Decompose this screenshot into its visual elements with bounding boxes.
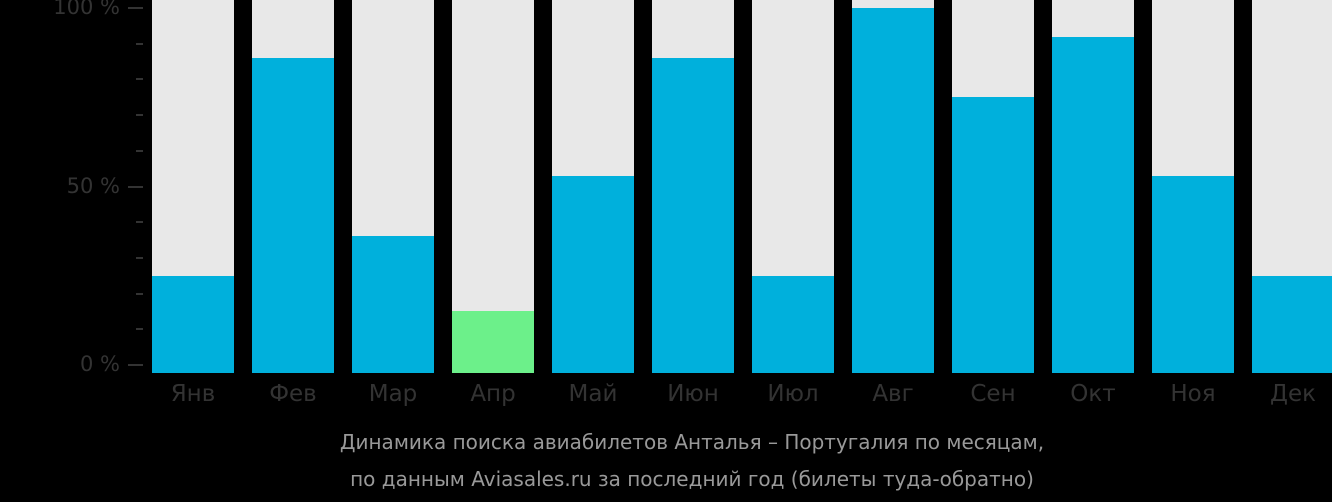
y-axis-minor-tick bbox=[136, 221, 143, 224]
y-axis-minor-tick bbox=[136, 328, 143, 331]
y-axis-minor-tick bbox=[136, 114, 143, 117]
bar-track bbox=[452, 0, 534, 373]
bar-track bbox=[252, 0, 334, 373]
bar-value bbox=[752, 275, 834, 373]
x-axis-label: Дек bbox=[1269, 381, 1316, 407]
x-axis-label: Янв bbox=[170, 381, 216, 407]
x-axis-label: Июл bbox=[767, 381, 819, 407]
bar-value bbox=[452, 311, 534, 373]
bar-track bbox=[1252, 0, 1332, 373]
bar-value bbox=[952, 97, 1034, 373]
caption-line-1: Динамика поиска авиабилетов Анталья – По… bbox=[339, 430, 1045, 454]
y-axis-minor-tick bbox=[136, 149, 143, 152]
bar-value bbox=[252, 57, 334, 373]
y-axis-major-tick bbox=[128, 185, 143, 188]
x-axis-label: Сен bbox=[970, 381, 1016, 407]
y-axis-label: 0 % bbox=[80, 352, 120, 376]
x-axis-label: Ноя bbox=[1170, 381, 1216, 407]
bar-track bbox=[752, 0, 834, 373]
bar-value bbox=[1152, 175, 1234, 373]
x-axis-label: Апр bbox=[470, 381, 516, 407]
bar-track bbox=[1052, 0, 1134, 373]
x-axis-label: Мар bbox=[368, 381, 418, 407]
caption-line-2: по данным Aviasales.ru за последний год … bbox=[350, 467, 1034, 491]
bar-value bbox=[1052, 36, 1134, 373]
y-axis-major-tick bbox=[128, 7, 143, 9]
y-axis-label: 50 % bbox=[66, 173, 120, 198]
bar-value bbox=[152, 275, 234, 373]
bar-track bbox=[852, 0, 934, 373]
x-axis-label: Май bbox=[568, 381, 618, 407]
bar-track bbox=[352, 0, 434, 373]
y-axis-major-tick bbox=[128, 364, 143, 366]
bar-value bbox=[1252, 275, 1332, 373]
x-axis-label: Окт bbox=[1070, 381, 1116, 407]
y-axis-minor-tick bbox=[136, 42, 143, 45]
y-axis-minor-tick bbox=[136, 78, 143, 81]
x-axis-label: Авг bbox=[872, 381, 914, 407]
bar-value bbox=[852, 8, 934, 373]
bar-value bbox=[352, 236, 434, 373]
y-axis-minor-tick bbox=[136, 256, 143, 259]
bar-track bbox=[552, 0, 634, 373]
bar-track bbox=[652, 0, 734, 373]
y-axis-minor-tick bbox=[136, 292, 143, 295]
x-axis-label: Июн bbox=[667, 381, 719, 407]
bar-value bbox=[652, 57, 734, 373]
bar-track bbox=[1152, 0, 1234, 373]
bar-track bbox=[152, 0, 234, 373]
bar-value bbox=[552, 175, 634, 373]
y-axis-label: 100 % bbox=[53, 0, 120, 19]
x-axis-label: Фев bbox=[269, 381, 317, 407]
bar-track bbox=[952, 0, 1034, 373]
